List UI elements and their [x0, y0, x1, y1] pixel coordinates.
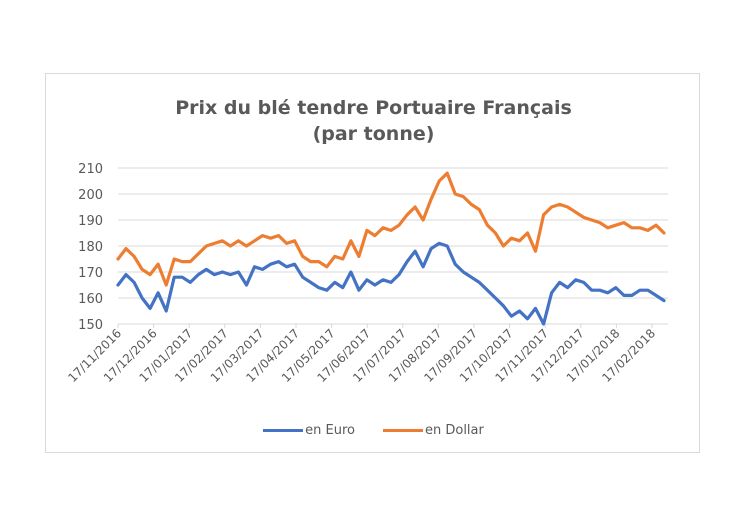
- chart-title-line-1: Prix du blé tendre Portuaire Français: [175, 97, 572, 119]
- chart-title-line-2: (par tonne): [312, 123, 435, 145]
- y-tick-label: 180: [78, 240, 103, 255]
- chart-frame: [45, 73, 700, 453]
- x-axis: [117, 323, 668, 328]
- chart-legend: en Euro en Dollar: [0, 423, 747, 438]
- legend-label-dollar: en Dollar: [424, 423, 484, 438]
- legend-item-dollar: en Dollar: [382, 423, 484, 438]
- y-tick-label: 190: [78, 214, 103, 229]
- series-line-dollar: [116, 171, 666, 287]
- y-tick-label: 210: [78, 162, 103, 177]
- legend-label-euro: en Euro: [305, 423, 355, 438]
- y-axis-labels: 150 160 170 180 190 200 210: [78, 162, 103, 333]
- y-tick-label: 200: [78, 188, 103, 203]
- series-line-euro: [116, 241, 666, 326]
- y-tick-label: 150: [78, 318, 103, 333]
- legend-item-euro: en Euro: [263, 423, 355, 438]
- legend-swatch-dollar: [382, 429, 423, 432]
- x-axis-labels: 17/11/201617/12/201617/01/201717/02/2017…: [65, 326, 658, 385]
- chart-title: Prix du blé tendre Portuaire Français (p…: [0, 95, 747, 147]
- y-tick-label: 170: [78, 266, 103, 281]
- legend-swatch-euro: [263, 429, 304, 432]
- y-tick-label: 160: [78, 292, 103, 307]
- series-lines: [116, 171, 666, 326]
